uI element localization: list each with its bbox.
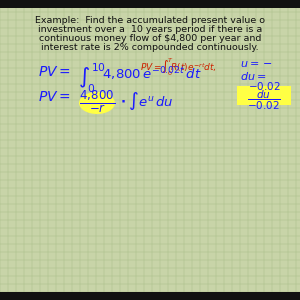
Text: investment over a  10 years period if there is a: investment over a 10 years period if the… bbox=[38, 25, 262, 34]
Ellipse shape bbox=[79, 92, 115, 114]
Text: interest rate is 2% compounded continuously.: interest rate is 2% compounded continuou… bbox=[41, 43, 259, 52]
Text: $\int_{\!0}^{10}$: $\int_{\!0}^{10}$ bbox=[78, 62, 106, 95]
FancyBboxPatch shape bbox=[0, 8, 300, 292]
Text: $du =$: $du =$ bbox=[240, 70, 266, 82]
Text: $\dfrac{du}{-0.02}$: $\dfrac{du}{-0.02}$ bbox=[247, 89, 281, 112]
FancyBboxPatch shape bbox=[0, 0, 300, 8]
Text: $-0.02$: $-0.02$ bbox=[248, 80, 281, 92]
FancyBboxPatch shape bbox=[237, 86, 291, 105]
Text: $PV=\!\int_0^{\!T}\!R(t)e^{-rt}dt,$: $PV=\!\int_0^{\!T}\!R(t)e^{-rt}dt,$ bbox=[140, 56, 216, 78]
Text: $\dfrac{4,\!800}{-r}$: $\dfrac{4,\!800}{-r}$ bbox=[79, 89, 115, 115]
Text: continuous money flow of $4,800 per year and: continuous money flow of $4,800 per year… bbox=[39, 34, 261, 43]
Text: $u = -$: $u = -$ bbox=[240, 59, 273, 69]
Text: $PV =$: $PV =$ bbox=[38, 90, 71, 104]
Text: $\boldsymbol{\cdot}\;\int e^{u}\, du$: $\boldsymbol{\cdot}\;\int e^{u}\, du$ bbox=[120, 90, 174, 112]
FancyBboxPatch shape bbox=[0, 292, 300, 300]
Text: $4,\!800\, e^{-0.02t}\, dt$: $4,\!800\, e^{-0.02t}\, dt$ bbox=[102, 65, 202, 82]
Text: $PV =$: $PV =$ bbox=[38, 65, 71, 79]
Text: Example:  Find the accumulated present value o: Example: Find the accumulated present va… bbox=[35, 16, 265, 25]
